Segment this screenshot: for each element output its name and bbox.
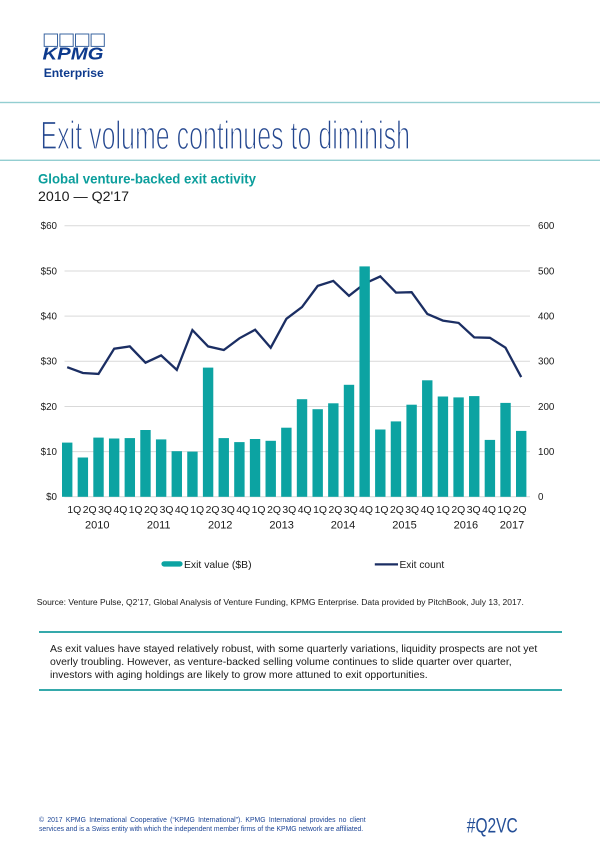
svg-text:$20: $20: [41, 402, 58, 413]
svg-text:4Q: 4Q: [482, 505, 496, 516]
svg-text:500: 500: [538, 266, 555, 277]
svg-text:2013: 2013: [269, 520, 293, 532]
svg-text:4Q: 4Q: [298, 505, 312, 516]
svg-text:4Q: 4Q: [113, 505, 127, 516]
svg-text:$40: $40: [41, 312, 58, 323]
svg-text:#Q2VC: #Q2VC: [467, 813, 518, 837]
svg-text:3Q: 3Q: [282, 505, 296, 516]
svg-text:$30: $30: [41, 357, 58, 368]
svg-text:2Q: 2Q: [513, 505, 527, 516]
svg-text:3Q: 3Q: [98, 505, 112, 516]
svg-text:Exit value ($B): Exit value ($B): [184, 560, 252, 571]
svg-text:Exit volume continues to dimin: Exit volume continues to diminish: [41, 114, 411, 158]
svg-text:2012: 2012: [208, 520, 232, 532]
svg-text:Global venture-backed exit act: Global venture-backed exit activity: [38, 172, 256, 188]
svg-text:2016: 2016: [454, 520, 478, 532]
svg-text:Exit count: Exit count: [400, 560, 445, 571]
svg-text:KPMG: KPMG: [43, 44, 104, 64]
svg-text:$50: $50: [41, 266, 58, 277]
svg-text:2Q: 2Q: [144, 505, 158, 516]
svg-text:4Q: 4Q: [236, 505, 250, 516]
svg-text:0: 0: [538, 492, 544, 503]
svg-text:2Q: 2Q: [206, 505, 220, 516]
svg-text:2Q: 2Q: [83, 505, 97, 516]
svg-text:2010: 2010: [85, 520, 109, 532]
svg-text:400: 400: [538, 312, 555, 323]
svg-text:2011: 2011: [147, 520, 171, 532]
svg-text:600: 600: [538, 221, 555, 232]
svg-text:4Q: 4Q: [359, 505, 373, 516]
svg-text:$0: $0: [46, 492, 57, 503]
svg-text:Enterprise: Enterprise: [44, 66, 104, 80]
svg-text:2015: 2015: [392, 520, 416, 532]
svg-text:1Q: 1Q: [436, 505, 450, 516]
svg-text:1Q: 1Q: [313, 505, 327, 516]
svg-text:3Q: 3Q: [344, 505, 358, 516]
svg-text:2Q: 2Q: [390, 505, 404, 516]
svg-text:2Q: 2Q: [267, 505, 281, 516]
svg-text:300: 300: [538, 357, 555, 368]
svg-text:3Q: 3Q: [221, 505, 235, 516]
svg-text:$10: $10: [41, 447, 58, 458]
svg-text:2Q: 2Q: [328, 505, 342, 516]
svg-text:2010 — Q2'17: 2010 — Q2'17: [38, 189, 129, 205]
svg-text:1Q: 1Q: [67, 505, 81, 516]
svg-text:3Q: 3Q: [160, 505, 174, 516]
svg-text:1Q: 1Q: [252, 505, 266, 516]
svg-text:1Q: 1Q: [129, 505, 143, 516]
svg-text:4Q: 4Q: [175, 505, 189, 516]
svg-text:2Q: 2Q: [451, 505, 465, 516]
svg-text:100: 100: [538, 447, 555, 458]
svg-text:3Q: 3Q: [405, 505, 419, 516]
svg-text:2017: 2017: [500, 520, 524, 532]
svg-text:3Q: 3Q: [467, 505, 481, 516]
svg-text:200: 200: [538, 402, 555, 413]
svg-text:$60: $60: [41, 221, 58, 232]
svg-text:2014: 2014: [331, 520, 355, 532]
svg-text:1Q: 1Q: [375, 505, 389, 516]
svg-text:4Q: 4Q: [421, 505, 435, 516]
svg-text:1Q: 1Q: [190, 505, 204, 516]
svg-text:1Q: 1Q: [497, 505, 511, 516]
